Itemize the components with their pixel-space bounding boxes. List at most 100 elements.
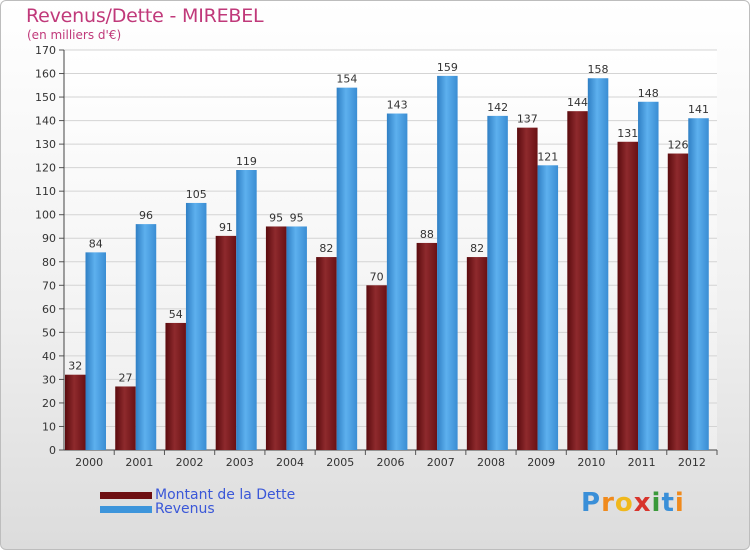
x-tick-label: 2005	[326, 456, 354, 469]
data-label-revenus: 148	[638, 87, 659, 100]
bar-debt	[366, 285, 387, 450]
data-label-debt: 88	[420, 228, 434, 241]
x-tick-label: 2011	[628, 456, 656, 469]
legend-label-debt: Montant de la Dette	[155, 487, 296, 503]
y-tick-label: 10	[42, 420, 56, 433]
x-tick-label: 2003	[226, 456, 254, 469]
x-tick-label: 2001	[125, 456, 153, 469]
chart-subtitle: (en milliers d'€)	[27, 28, 122, 42]
y-tick-label: 60	[42, 303, 56, 316]
logo-letter: P	[581, 488, 602, 518]
bar-revenus	[185, 202, 207, 450]
data-label-revenus: 159	[437, 61, 458, 74]
data-label-revenus: 96	[139, 209, 153, 222]
data-label-revenus: 121	[537, 150, 558, 163]
data-label-debt: 137	[517, 113, 538, 126]
y-tick-label: 70	[42, 279, 56, 292]
x-tick-label: 2006	[377, 456, 405, 469]
y-tick-label: 160	[35, 68, 56, 81]
x-tick-label: 2012	[678, 456, 706, 469]
bar-revenus	[587, 78, 609, 450]
y-tick-label: 100	[35, 209, 56, 222]
bar-debt	[165, 322, 186, 450]
bar-revenus	[135, 224, 157, 450]
data-label-debt: 91	[219, 221, 233, 234]
bar-revenus	[537, 165, 559, 450]
x-tick-label: 2007	[427, 456, 455, 469]
bar-revenus	[336, 87, 358, 450]
bar-revenus	[286, 226, 307, 450]
x-tick-label: 2000	[75, 456, 103, 469]
data-label-debt: 70	[370, 270, 384, 283]
data-label-revenus: 84	[89, 237, 103, 250]
bar-revenus	[437, 75, 458, 450]
data-label-revenus: 141	[688, 103, 709, 116]
data-label-revenus: 158	[588, 63, 609, 76]
bar-debt	[115, 386, 136, 450]
data-label-revenus: 143	[387, 99, 408, 112]
chart-title: Revenus/Dette - MIREBEL	[26, 5, 264, 27]
legend-label-revenus: Revenus	[155, 501, 215, 517]
bar-debt	[567, 111, 588, 451]
bar-debt	[416, 242, 438, 450]
data-label-debt: 126	[668, 139, 689, 152]
x-tick-label: 2004	[276, 456, 304, 469]
bar-revenus	[487, 115, 508, 450]
y-tick-label: 90	[42, 232, 56, 245]
x-tick-label: 2010	[577, 456, 605, 469]
data-label-debt: 82	[470, 242, 484, 255]
y-tick-label: 40	[42, 350, 56, 363]
logo-letter: x	[633, 488, 652, 518]
bar-debt	[517, 127, 538, 450]
bar-revenus	[638, 101, 659, 450]
bar-debt	[316, 257, 337, 450]
legend-swatch-revenus	[100, 505, 152, 513]
y-tick-label: 30	[42, 373, 56, 386]
data-label-debt: 27	[118, 371, 132, 384]
x-tick-label: 2002	[176, 456, 204, 469]
legend-item-debt: Montant de la Dette	[100, 487, 295, 503]
bar-debt	[617, 141, 639, 450]
y-tick-label: 120	[35, 162, 56, 175]
data-label-debt: 32	[68, 360, 82, 373]
y-tick-label: 80	[42, 256, 56, 269]
y-tick-label: 50	[42, 326, 56, 339]
legend-item-revenus: Revenus	[100, 501, 215, 517]
logo-letter: t	[661, 488, 675, 518]
bar-debt	[215, 235, 237, 450]
data-label-debt: 144	[567, 96, 588, 109]
data-label-revenus: 142	[487, 101, 508, 114]
y-tick-label: 150	[35, 91, 56, 104]
data-label-debt: 131	[617, 127, 638, 140]
bar-revenus	[386, 113, 408, 450]
bar-revenus	[85, 252, 106, 450]
bar-debt	[466, 257, 488, 450]
data-label-debt: 54	[169, 308, 183, 321]
y-tick-label: 130	[35, 138, 56, 151]
data-label-revenus: 119	[236, 155, 257, 168]
y-tick-label: 170	[35, 44, 56, 57]
data-label-debt: 82	[319, 242, 333, 255]
logo-letter: o	[614, 488, 634, 518]
data-label-debt: 95	[269, 211, 283, 224]
logo-letter: r	[601, 488, 615, 518]
bar-debt	[667, 153, 689, 450]
x-tick-label: 2009	[527, 456, 555, 469]
data-label-revenus: 95	[290, 211, 304, 224]
bar-revenus	[236, 170, 257, 450]
bar-revenus	[688, 118, 709, 450]
bar-debt	[65, 374, 86, 450]
y-tick-label: 0	[49, 444, 56, 457]
legend-swatch-debt	[100, 491, 152, 499]
data-label-revenus: 154	[336, 73, 357, 86]
data-label-revenus: 105	[186, 188, 207, 201]
y-tick-label: 20	[42, 397, 56, 410]
y-tick-label: 110	[35, 185, 56, 198]
logo-letter: i	[674, 488, 685, 518]
y-tick-label: 140	[35, 115, 56, 128]
logo-letter: i	[651, 488, 662, 518]
proxiti-logo: Proxiti	[581, 488, 685, 518]
bar-debt	[265, 226, 287, 450]
x-tick-label: 2008	[477, 456, 505, 469]
